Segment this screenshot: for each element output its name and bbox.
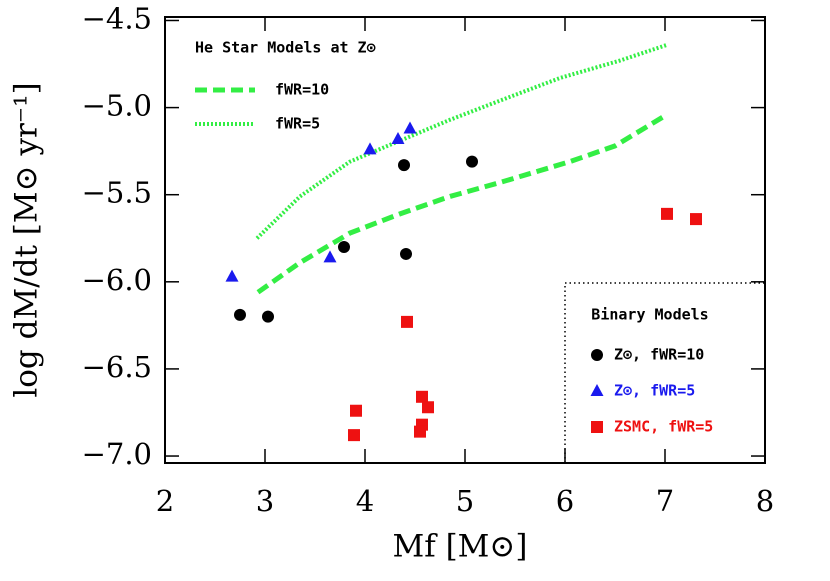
- x-tick-label: 4: [356, 484, 374, 518]
- data-point: [350, 404, 362, 417]
- legend-box: [564, 282, 765, 463]
- x-tick-label: 8: [756, 484, 774, 518]
- data-point: [422, 401, 434, 414]
- legend-label: ZSMC, fWR=5: [614, 418, 713, 436]
- data-point: [391, 131, 405, 144]
- data-point: [348, 429, 360, 442]
- data-point: [400, 247, 412, 260]
- model-line: [256, 112, 669, 295]
- data-point: [401, 315, 413, 328]
- model-line: [255, 42, 668, 240]
- data-point: [690, 213, 702, 226]
- x-tick-label: 6: [556, 484, 574, 518]
- data-point: [414, 425, 426, 438]
- data-point: [225, 269, 239, 282]
- legend-label: fWR=5: [275, 115, 320, 133]
- point-legend-title: Binary Models: [591, 306, 708, 324]
- data-point: [466, 155, 478, 168]
- y-tick-label: −5.5: [82, 176, 152, 210]
- data-point: [323, 250, 337, 263]
- y-tick-label: −6.0: [82, 263, 152, 297]
- x-axis-title: Mf [M⊙]: [393, 529, 528, 565]
- data-point: [398, 159, 410, 172]
- y-tick-label: −6.5: [82, 350, 152, 384]
- legend-label: Z⊙, fWR=10: [614, 346, 704, 364]
- legend-label: Z⊙, fWR=5: [614, 382, 695, 400]
- legend-marker: [590, 384, 604, 396]
- data-point: [234, 308, 246, 321]
- line-legend-title: He Star Models at Z⊙: [195, 39, 376, 57]
- x-tick-label: 7: [656, 484, 674, 518]
- y-tick-label: −4.5: [82, 1, 152, 35]
- legend-label: fWR=10: [275, 81, 329, 99]
- x-tick-label: 3: [256, 484, 274, 518]
- data-point: [363, 142, 377, 155]
- y-tick-label: −7.0: [82, 437, 152, 471]
- data-point: [416, 390, 428, 403]
- data-point: [403, 121, 417, 134]
- data-point: [661, 207, 673, 220]
- y-tick-label: −5.0: [82, 89, 152, 123]
- data-point: [338, 240, 350, 253]
- y-axis-title: log dM/dt [M⊙ yr⁻¹]: [9, 82, 45, 397]
- x-tick-label: 5: [456, 484, 474, 518]
- legend-marker: [591, 421, 603, 433]
- legend-marker: [591, 349, 603, 361]
- x-tick-label: 2: [156, 484, 174, 518]
- data-point: [262, 310, 274, 323]
